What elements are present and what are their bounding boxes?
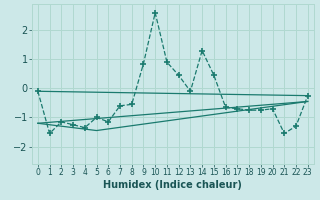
X-axis label: Humidex (Indice chaleur): Humidex (Indice chaleur) [103, 180, 242, 190]
